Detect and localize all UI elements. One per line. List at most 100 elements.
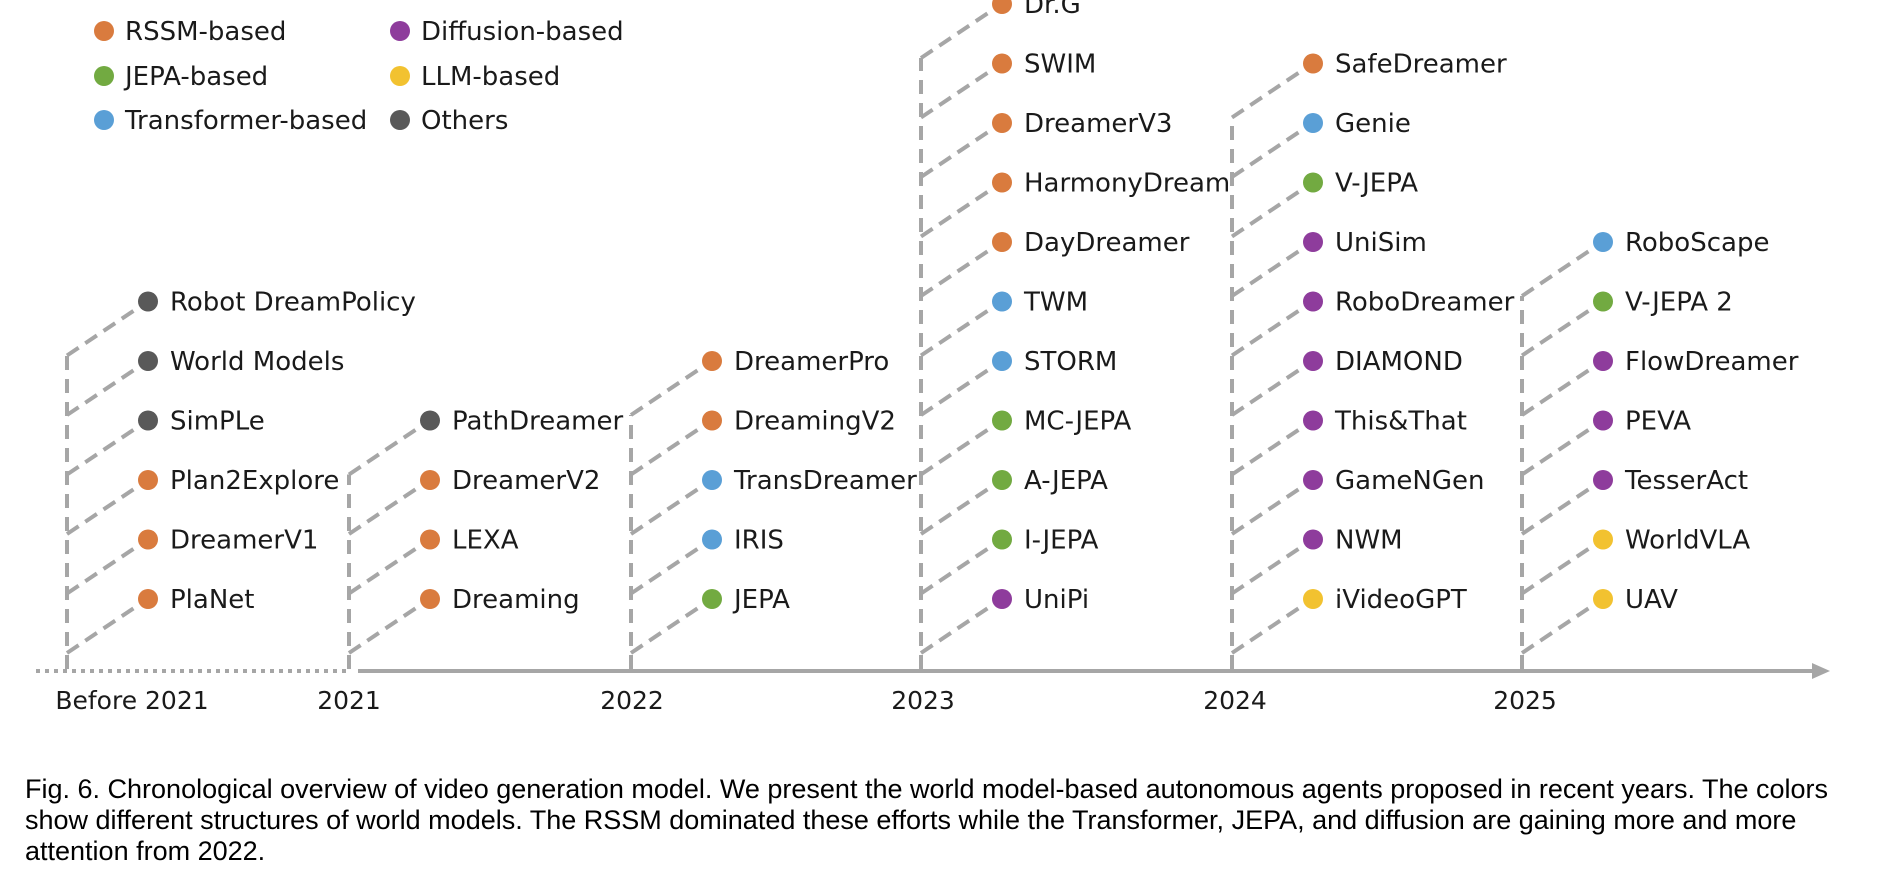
connector-line (1230, 366, 1304, 417)
period-label: 2022 (600, 686, 664, 715)
model-dot-rssm (420, 470, 440, 490)
period-label: 2023 (891, 686, 955, 715)
model-dr-g: Dr.G (919, 0, 1081, 60)
legend-swatch-transformer (94, 110, 114, 130)
model-iris: IRIS (629, 526, 784, 596)
model-jepa: JEPA (629, 585, 790, 655)
connector-line (347, 544, 421, 596)
connector-line (1230, 485, 1304, 536)
connector-line (919, 306, 993, 358)
model-dot-rssm (702, 351, 722, 371)
connector-line (629, 604, 703, 655)
period-2021: 2021 Dreaming LEXA DreamerV2 PathDreamer (317, 407, 623, 716)
model-label: SafeDreamer (1335, 50, 1507, 80)
figure-caption: Fig. 6. Chronological overview of video … (25, 774, 1829, 866)
model-this-that: This&That (1230, 407, 1467, 477)
connector-line (919, 485, 993, 536)
model-dot-diffusion (1303, 410, 1323, 431)
connector-line (1230, 306, 1304, 358)
legend-item-jepa: JEPA-based (94, 62, 268, 92)
connector-line (629, 544, 703, 596)
legend-swatch-jepa (94, 66, 114, 86)
connector-line (919, 366, 993, 417)
connector-line (919, 425, 993, 477)
model-dot-jepa (992, 470, 1012, 490)
connector-line (1520, 366, 1594, 417)
model-dot-rssm (138, 529, 158, 550)
period-2024: 2024 iVideoGPT NWM GameNGen This&That DIAMOND… (1203, 50, 1514, 716)
model-robodreamer: RoboDreamer (1230, 288, 1515, 358)
model-label: UniPi (1024, 585, 1089, 615)
model-dot-jepa (992, 529, 1012, 550)
connector-line (919, 128, 993, 179)
model-label: UniSim (1335, 228, 1427, 258)
connector-line (1230, 604, 1304, 655)
connector-line (347, 604, 421, 655)
model-a-jepa: A-JEPA (919, 466, 1108, 536)
model-label: iVideoGPT (1335, 585, 1467, 615)
model-ivideogpt: iVideoGPT (1230, 585, 1467, 655)
model-swim: SWIM (919, 50, 1096, 120)
model-dot-transformer (992, 291, 1012, 312)
model-dot-transformer (1593, 232, 1613, 252)
model-label: PlaNet (170, 585, 254, 615)
model-simple: SimPLe (65, 407, 265, 477)
model-flowdreamer: FlowDreamer (1520, 347, 1799, 417)
period-label: 2025 (1493, 686, 1557, 715)
legend-item-transformer: Transformer-based (94, 106, 367, 136)
period-2022: 2022 JEPA IRIS TransDreamer DreamingV2 Dreame… (600, 347, 917, 715)
model-label: SimPLe (170, 407, 265, 437)
legend-label-rssm: RSSM-based (125, 17, 286, 47)
model-dot-jepa (992, 410, 1012, 431)
model-dot-llm (1593, 589, 1613, 609)
connector-line (65, 544, 139, 596)
model-dot-rssm (992, 232, 1012, 252)
connector-line (1230, 425, 1304, 477)
model-world-models: World Models (65, 347, 344, 417)
model-dot-rssm (992, 53, 1012, 74)
model-label: WorldVLA (1625, 526, 1750, 556)
connector-line (919, 604, 993, 655)
connector-line (65, 604, 139, 655)
legend-swatch-llm (390, 66, 410, 86)
connector-line (919, 544, 993, 596)
model-dot-rssm (992, 172, 1012, 193)
legend-item-rssm: RSSM-based (94, 17, 286, 47)
legend: RSSM-based JEPA-based Transformer-based Dif… (94, 17, 624, 136)
connector-line (919, 68, 993, 120)
model-label: JEPA (732, 585, 790, 615)
connector-line (1520, 247, 1594, 298)
model-dreamerv1: DreamerV1 (65, 526, 318, 596)
model-daydreamer: DayDreamer (919, 228, 1190, 298)
model-label: RoboScape (1625, 228, 1769, 258)
model-uav: UAV (1520, 585, 1678, 655)
model-label: V-JEPA 2 (1625, 288, 1733, 318)
connector-line (1520, 544, 1594, 596)
legend-item-diffusion: Diffusion-based (390, 17, 624, 47)
model-label: DreamerV2 (452, 466, 600, 496)
model-label: V-JEPA (1335, 169, 1418, 199)
model-v-jepa-2: V-JEPA 2 (1520, 288, 1733, 358)
model-genie: Genie (1230, 109, 1411, 179)
model-dreamerv3: DreamerV3 (919, 109, 1172, 179)
model-planet: PlaNet (65, 585, 254, 655)
model-dot-diffusion (1593, 410, 1613, 431)
model-v-jepa: V-JEPA (1230, 169, 1418, 239)
connector-line (629, 485, 703, 536)
connector-line (919, 247, 993, 298)
model-label: SWIM (1024, 50, 1096, 80)
model-safedreamer: SafeDreamer (1230, 50, 1507, 120)
model-label: MC-JEPA (1024, 407, 1132, 437)
model-label: I-JEPA (1024, 526, 1099, 556)
connector-line (1520, 306, 1594, 358)
connector-line (629, 366, 703, 417)
model-dot-jepa (702, 589, 722, 609)
model-label: GameNGen (1335, 466, 1484, 496)
model-label: DreamingV2 (734, 407, 896, 437)
model-dot-rssm (420, 529, 440, 550)
connector-line (1230, 544, 1304, 596)
model-dot-transformer (702, 529, 722, 550)
model-unisim: UniSim (1230, 228, 1427, 298)
model-label: This&That (1334, 407, 1467, 437)
